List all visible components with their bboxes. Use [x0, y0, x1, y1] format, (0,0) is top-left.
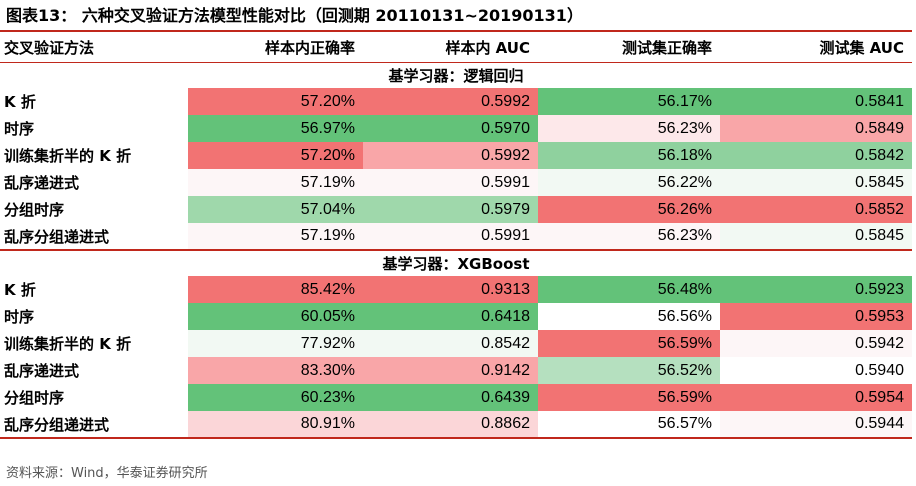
- test-accuracy-cell: 56.18%: [538, 142, 720, 169]
- train-auc-cell: 0.6418: [363, 303, 538, 330]
- train-accuracy-cell: 60.05%: [188, 303, 363, 330]
- train-auc-cell: 0.5992: [363, 142, 538, 169]
- train-accuracy-cell: 57.19%: [188, 169, 363, 196]
- train-accuracy-cell: 60.23%: [188, 384, 363, 411]
- train-auc-cell: 0.5970: [363, 115, 538, 142]
- test-auc-cell: 0.5923: [720, 276, 912, 303]
- table-row: K 折 57.20% 0.5992 56.17% 0.5841: [0, 88, 912, 115]
- test-accuracy-cell: 56.26%: [538, 196, 720, 223]
- train-accuracy-cell: 56.97%: [188, 115, 363, 142]
- header-test-accuracy: 测试集正确率: [621, 39, 712, 58]
- train-auc-cell: 0.5979: [363, 196, 538, 223]
- table-row: 乱序分组递进式 80.91% 0.8862 56.57% 0.5944: [0, 411, 912, 439]
- train-accuracy-cell: 77.92%: [188, 330, 363, 357]
- train-accuracy-cell: 57.20%: [188, 142, 363, 169]
- method-label: K 折: [4, 281, 36, 299]
- train-accuracy-cell: 57.19%: [188, 223, 363, 251]
- table-row: 乱序递进式 57.19% 0.5991 56.22% 0.5845: [0, 169, 912, 196]
- test-auc-cell: 0.5845: [720, 223, 912, 251]
- method-label: 乱序递进式: [4, 174, 80, 192]
- train-auc-cell: 0.8862: [363, 411, 538, 439]
- header-train-accuracy: 样本内正确率: [264, 39, 355, 58]
- train-auc-cell: 0.5991: [363, 223, 538, 251]
- train-accuracy-cell: 85.42%: [188, 276, 363, 303]
- test-auc-cell: 0.5942: [720, 330, 912, 357]
- test-accuracy-cell: 56.57%: [538, 411, 720, 439]
- test-accuracy-cell: 56.22%: [538, 169, 720, 196]
- test-auc-cell: 0.5849: [720, 115, 912, 142]
- method-label: K 折: [4, 93, 36, 111]
- table-body: 交叉验证方法 样本内正确率 样本内 AUC 测试集正确率 测试集 AUC 基学习…: [0, 34, 912, 439]
- test-accuracy-cell: 56.17%: [538, 88, 720, 115]
- method-label: 乱序递进式: [4, 362, 80, 380]
- group-header-row: 基学习器：XGBoost: [0, 249, 912, 276]
- test-accuracy-cell: 56.56%: [538, 303, 720, 330]
- method-label: 训练集折半的 K 折: [4, 335, 132, 353]
- train-auc-cell: 0.9142: [363, 357, 538, 384]
- test-auc-cell: 0.5953: [720, 303, 912, 330]
- test-auc-cell: 0.5841: [720, 88, 912, 115]
- train-auc-cell: 0.8542: [363, 330, 538, 357]
- table-row: 训练集折半的 K 折 57.20% 0.5992 56.18% 0.5842: [0, 142, 912, 169]
- train-auc-cell: 0.5991: [363, 169, 538, 196]
- test-auc-cell: 0.5940: [720, 357, 912, 384]
- method-label: 分组时序: [4, 201, 65, 219]
- method-label: 分组时序: [4, 389, 65, 407]
- table-row: 时序 60.05% 0.6418 56.56% 0.5953: [0, 303, 912, 330]
- table-row: 分组时序 57.04% 0.5979 56.26% 0.5852: [0, 196, 912, 223]
- title-rule: [0, 30, 912, 32]
- table-row: 时序 56.97% 0.5970 56.23% 0.5849: [0, 115, 912, 142]
- test-auc-cell: 0.5845: [720, 169, 912, 196]
- test-auc-cell: 0.5842: [720, 142, 912, 169]
- source-note: 资料来源：Wind，华泰证券研究所: [6, 466, 208, 481]
- train-accuracy-cell: 57.20%: [188, 88, 363, 115]
- test-accuracy-cell: 56.59%: [538, 330, 720, 357]
- test-auc-cell: 0.5852: [720, 196, 912, 223]
- test-accuracy-cell: 56.23%: [538, 223, 720, 251]
- table-row: 训练集折半的 K 折 77.92% 0.8542 56.59% 0.5942: [0, 330, 912, 357]
- header-test-auc: 测试集 AUC: [819, 39, 904, 58]
- train-auc-cell: 0.5992: [363, 88, 538, 115]
- train-auc-cell: 0.6439: [363, 384, 538, 411]
- header-train-auc: 样本内 AUC: [445, 39, 530, 58]
- test-accuracy-cell: 56.52%: [538, 357, 720, 384]
- train-accuracy-cell: 80.91%: [188, 411, 363, 439]
- train-accuracy-cell: 83.30%: [188, 357, 363, 384]
- test-accuracy-cell: 56.48%: [538, 276, 720, 303]
- comparison-table: 交叉验证方法 样本内正确率 样本内 AUC 测试集正确率 测试集 AUC 基学习…: [0, 34, 912, 439]
- group-label: 基学习器：XGBoost: [0, 249, 912, 276]
- test-accuracy-cell: 56.59%: [538, 384, 720, 411]
- method-label: 时序: [4, 120, 35, 138]
- group-label: 基学习器：逻辑回归: [0, 61, 912, 88]
- header-method: 交叉验证方法: [4, 39, 95, 58]
- train-accuracy-cell: 57.04%: [188, 196, 363, 223]
- method-label: 乱序分组递进式: [0, 411, 188, 439]
- group-header-row: 基学习器：逻辑回归: [0, 61, 912, 88]
- method-label: 时序: [4, 308, 35, 326]
- table-row: K 折 85.42% 0.9313 56.48% 0.5923: [0, 276, 912, 303]
- method-label: 乱序分组递进式: [0, 223, 188, 251]
- header-row: 交叉验证方法 样本内正确率 样本内 AUC 测试集正确率 测试集 AUC: [0, 34, 912, 62]
- test-auc-cell: 0.5954: [720, 384, 912, 411]
- table-row: 分组时序 60.23% 0.6439 56.59% 0.5954: [0, 384, 912, 411]
- test-accuracy-cell: 56.23%: [538, 115, 720, 142]
- figure-title: 图表13： 六种交叉验证方法模型性能对比（回测期 20110131~201901…: [6, 6, 583, 25]
- table-row: 乱序递进式 83.30% 0.9142 56.52% 0.5940: [0, 357, 912, 384]
- test-auc-cell: 0.5944: [720, 411, 912, 439]
- method-label: 训练集折半的 K 折: [4, 147, 132, 165]
- train-auc-cell: 0.9313: [363, 276, 538, 303]
- table-row: 乱序分组递进式 57.19% 0.5991 56.23% 0.5845: [0, 223, 912, 251]
